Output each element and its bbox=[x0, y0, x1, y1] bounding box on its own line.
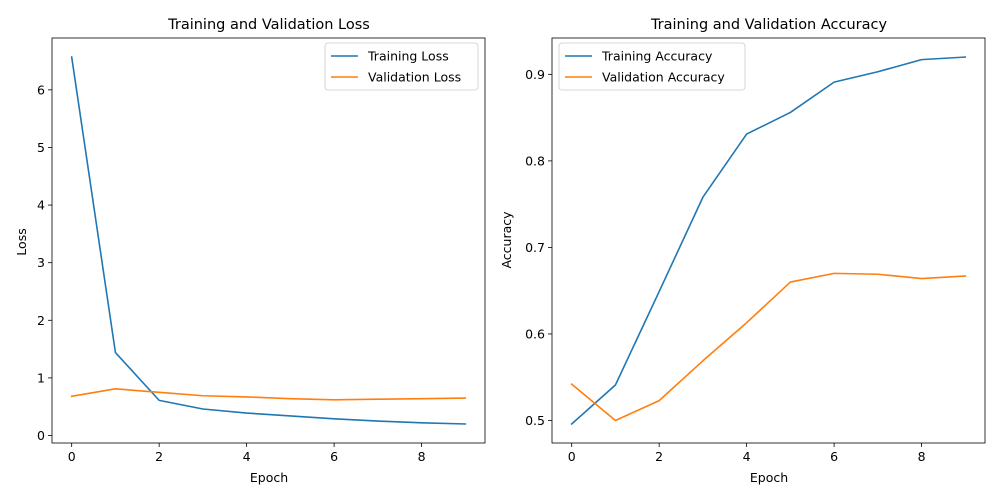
loss-y-tick-label: 6 bbox=[37, 82, 45, 97]
loss-chart-title: Training and Validation Loss bbox=[167, 17, 370, 33]
accuracy-x-tick-label: 6 bbox=[830, 449, 838, 464]
accuracy-series-validation-line bbox=[570, 272, 967, 422]
accuracy-series-training-line bbox=[570, 56, 967, 426]
loss-legend-box bbox=[324, 42, 479, 91]
accuracy-y-tick-label: 0.7 bbox=[525, 240, 545, 255]
loss-y-tick-label: 4 bbox=[37, 198, 45, 213]
accuracy-x-tick-label: 4 bbox=[743, 449, 751, 464]
accuracy-chart-xlabel: Epoch bbox=[750, 470, 788, 485]
loss-series-validation-line bbox=[70, 388, 467, 401]
loss-x-tick-label: 0 bbox=[68, 449, 76, 464]
loss-legend: Training Loss Validation Loss bbox=[324, 42, 479, 91]
loss-y-tick-label: 2 bbox=[37, 313, 45, 328]
loss-legend-validation-label: Validation Loss bbox=[368, 70, 461, 85]
loss-legend-training-label: Training Loss bbox=[367, 49, 449, 64]
accuracy-plot-frame bbox=[551, 37, 986, 444]
loss-y-tick-label: 5 bbox=[37, 140, 45, 155]
loss-x-tick-label: 2 bbox=[155, 449, 163, 464]
loss-x-tick-label: 6 bbox=[330, 449, 338, 464]
accuracy-y-tick-label: 0.5 bbox=[525, 413, 545, 428]
accuracy-y-tick-label: 0.9 bbox=[525, 67, 545, 82]
accuracy-chart-ylabel: Accuracy bbox=[499, 211, 514, 269]
loss-y-tick-label: 3 bbox=[37, 255, 45, 270]
accuracy-legend-training-label: Training Accuracy bbox=[601, 49, 713, 64]
loss-chart-ylabel: Loss bbox=[14, 228, 29, 255]
loss-chart-xlabel: Epoch bbox=[250, 470, 288, 485]
loss-series-training-line bbox=[70, 56, 467, 425]
accuracy-legend-box bbox=[558, 42, 746, 91]
loss-y-tick-label: 1 bbox=[37, 370, 45, 385]
loss-chart: Training and Validation Loss Epoch Loss … bbox=[14, 17, 486, 485]
loss-plot-frame bbox=[51, 37, 486, 444]
accuracy-y-tick-label: 0.8 bbox=[525, 153, 545, 168]
accuracy-x-tick-label: 2 bbox=[655, 449, 663, 464]
loss-y-tick-label: 0 bbox=[37, 428, 45, 443]
accuracy-chart: Training and Validation Accuracy Epoch A… bbox=[499, 17, 986, 485]
accuracy-y-tick-label: 0.6 bbox=[525, 326, 545, 341]
loss-x-tick-label: 8 bbox=[418, 449, 426, 464]
accuracy-legend: Training Accuracy Validation Accuracy bbox=[558, 42, 746, 91]
accuracy-x-tick-label: 0 bbox=[568, 449, 576, 464]
accuracy-chart-title: Training and Validation Accuracy bbox=[650, 17, 888, 33]
loss-x-tick-label: 4 bbox=[243, 449, 251, 464]
accuracy-legend-validation-label: Validation Accuracy bbox=[602, 70, 725, 85]
accuracy-x-tick-label: 8 bbox=[918, 449, 926, 464]
